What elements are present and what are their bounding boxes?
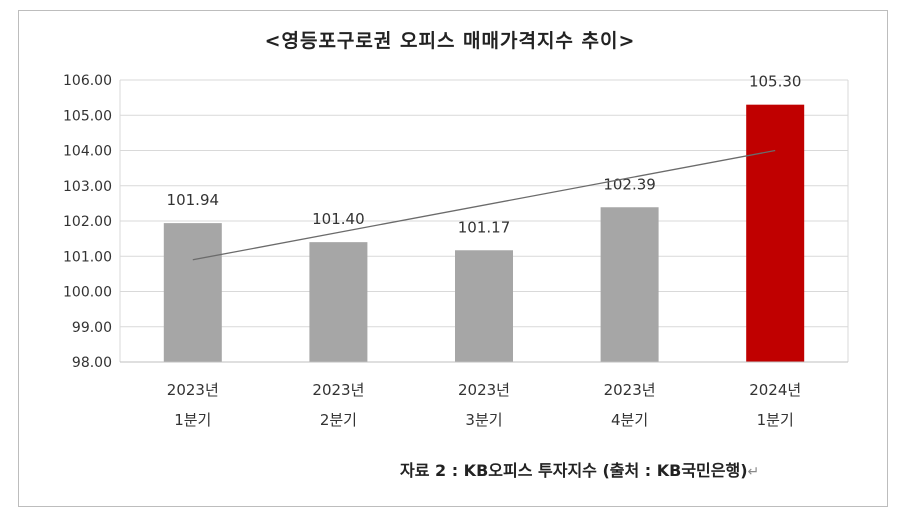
y-tick-label: 102.00 (63, 214, 112, 230)
bar (746, 104, 805, 363)
x-tick-label: 1분기 (757, 411, 794, 429)
x-tick-label: 2023년 (312, 381, 364, 399)
x-tick-label: 2024년 (749, 381, 801, 399)
data-label: 105.30 (749, 73, 802, 91)
y-tick-label: 106.00 (63, 73, 112, 89)
y-tick-label: 99.00 (72, 320, 112, 336)
bar (309, 242, 368, 362)
y-tick-label: 105.00 (63, 108, 112, 124)
source-text: 자료 2 : KB오피스 투자지수 (출처 : KB국민은행) (400, 461, 748, 480)
chart-title: <영등포구로권 오피스 매매가격지수 추이> (264, 30, 636, 52)
y-tick-label: 104.00 (63, 144, 112, 160)
x-tick-label: 2023년 (167, 381, 219, 399)
data-label: 101.94 (167, 191, 220, 209)
x-tick-label: 4분기 (611, 411, 648, 429)
bar (455, 250, 513, 362)
bar (600, 207, 659, 362)
x-tick-label: 2023년 (458, 381, 510, 399)
source-caption: 자료 2 : KB오피스 투자지수 (출처 : KB국민은행)↵ (400, 457, 759, 481)
y-tick-label: 103.00 (63, 179, 112, 195)
data-label: 101.40 (312, 210, 365, 228)
y-tick-label: 101.00 (63, 249, 112, 265)
x-tick-label: 2023년 (604, 381, 656, 399)
bar (163, 223, 222, 362)
trendline (192, 149, 776, 261)
chart-frame (18, 10, 888, 507)
y-tick-label: 100.00 (63, 285, 112, 301)
x-tick-label: 1분기 (174, 411, 211, 429)
x-tick-label: 2분기 (320, 411, 357, 429)
return-mark-icon: ↵ (747, 464, 760, 480)
y-tick-label: 98.00 (72, 355, 112, 371)
data-label: 101.17 (458, 218, 511, 236)
x-tick-label: 3분기 (465, 411, 502, 429)
